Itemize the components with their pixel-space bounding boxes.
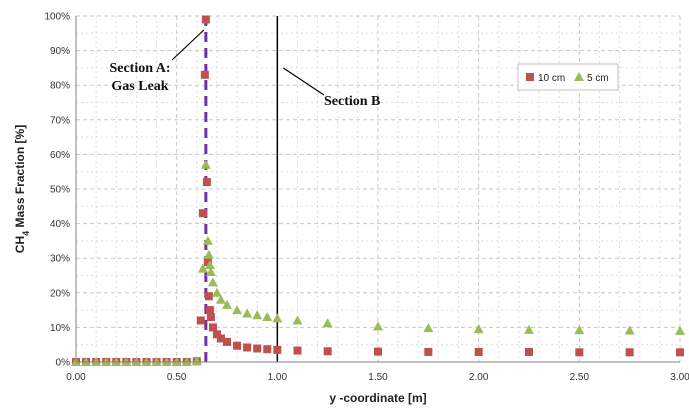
marker-10cm — [575, 348, 584, 357]
marker-5cm — [222, 299, 232, 309]
y-tick-label: 90% — [50, 46, 70, 57]
section-b-label: Section B — [324, 94, 380, 109]
marker-10cm — [233, 341, 242, 350]
marker-5cm — [262, 312, 273, 322]
marker-5cm — [373, 321, 383, 331]
marker-5cm — [202, 235, 213, 245]
marker-10cm — [374, 347, 382, 356]
marker-10cm — [205, 306, 214, 315]
marker-5cm — [203, 249, 214, 259]
marker-5cm — [191, 355, 202, 365]
y-tick-label: 80% — [50, 81, 70, 92]
section-a-pointer — [171, 29, 205, 61]
marker-5cm — [204, 260, 215, 270]
marker-10cm — [424, 347, 433, 356]
y-tick-label: 50% — [50, 185, 70, 196]
section-a-label: Section A: — [109, 61, 170, 76]
marker-10cm — [243, 343, 252, 352]
marker-5cm — [574, 325, 585, 335]
annotations: Section A: Gas Leak Section B — [109, 29, 380, 109]
legend-marker-10cm — [526, 73, 534, 81]
marker-5cm — [252, 310, 263, 320]
marker-5cm — [200, 159, 211, 169]
marker-10cm — [204, 292, 213, 301]
marker-5cm — [624, 325, 635, 335]
marker-10cm — [293, 346, 302, 355]
marker-10cm — [223, 337, 231, 346]
marker-5cm — [292, 315, 303, 325]
marker-10cm — [323, 347, 332, 356]
marker-10cm — [253, 344, 262, 353]
y-tick-label: 60% — [50, 150, 70, 161]
y-axis-title: CH4 Mass Fraction [%] — [13, 125, 31, 253]
marker-5cm — [272, 313, 283, 323]
x-tick-label: 1.50 — [368, 372, 388, 383]
marker-5cm — [524, 324, 534, 334]
marker-5cm — [322, 318, 333, 328]
legend-label-10cm: 10 cm — [538, 73, 565, 84]
marker-5cm — [211, 287, 222, 297]
y-tick-label: 30% — [50, 254, 70, 265]
marker-5cm — [197, 263, 208, 273]
marker-10cm — [208, 323, 217, 332]
marker-10cm — [196, 316, 205, 325]
legend-box — [517, 63, 619, 91]
legend-label-5cm: 5 cm — [587, 73, 609, 84]
legend-marker-5cm — [574, 72, 584, 81]
marker-10cm — [625, 348, 634, 357]
marker-10cm — [198, 209, 207, 218]
legend: 10 cm 5 cm — [517, 63, 619, 91]
x-tick-label: 3.00 — [670, 372, 689, 383]
x-tick-label: 1.00 — [268, 372, 288, 383]
y-tick-label: 20% — [50, 288, 70, 299]
section-b-pointer — [283, 67, 325, 96]
x-tick-label: 0.50 — [167, 372, 187, 383]
marker-10cm — [525, 347, 533, 356]
marker-10cm — [263, 345, 272, 354]
axes: 0% 10% 20% 30% 40% 50% 60% 70% 80% 90% 100% 0.00 0.5… — [13, 12, 689, 406]
marker-5cm — [232, 305, 243, 315]
y-tick-label: 70% — [50, 115, 70, 126]
marker-10cm — [676, 348, 684, 357]
marker-10cm — [200, 70, 209, 79]
marker-10cm — [273, 345, 282, 354]
marker-5cm — [205, 267, 216, 277]
marker-10cm — [202, 178, 211, 187]
marker-5cm — [215, 294, 226, 304]
y-tick-label: 0% — [56, 358, 71, 369]
x-tick-label: 2.00 — [469, 372, 489, 383]
marker-10cm — [212, 330, 221, 339]
marker-10cm — [203, 257, 212, 266]
marker-5cm — [675, 325, 685, 335]
marker-10cm — [206, 313, 215, 322]
section-a-label: Gas Leak — [111, 79, 168, 94]
x-tick-label: 2.50 — [570, 372, 590, 383]
marker-10cm — [201, 15, 210, 24]
marker-5cm — [242, 308, 253, 318]
marker-5cm — [473, 324, 484, 334]
x-tick-label: 0.00 — [66, 372, 86, 383]
y-tick-label: 100% — [44, 12, 70, 23]
y-tick-label: 40% — [50, 219, 70, 230]
y-tick-label: 10% — [50, 323, 70, 334]
marker-10cm — [474, 347, 483, 356]
marker-10cm — [216, 334, 225, 343]
marker-5cm — [423, 323, 434, 333]
x-axis-title: y -coordinate [m] — [329, 391, 426, 405]
marker-5cm — [207, 277, 218, 287]
